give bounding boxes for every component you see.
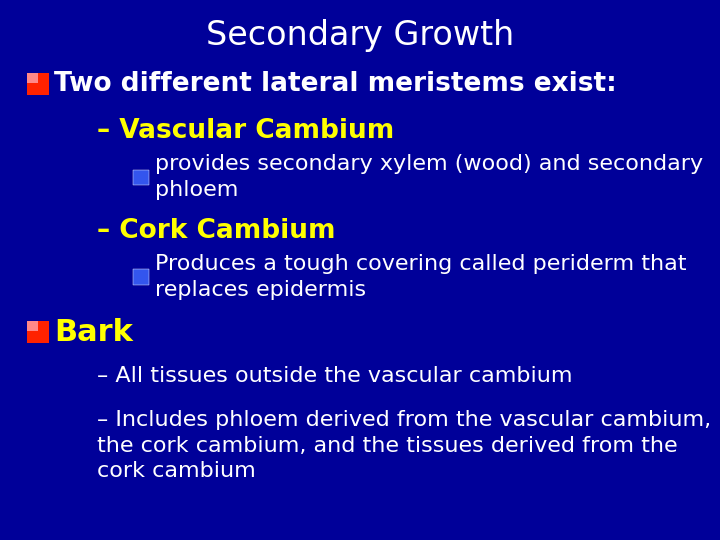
Bar [27,321,49,343]
Text: Produces a tough covering called periderm that
replaces epidermis: Produces a tough covering called perider… [155,254,686,300]
Bar [27,73,38,83]
Text: – Includes phloem derived from the vascular cambium,
the cork cambium, and the t: – Includes phloem derived from the vascu… [97,410,711,481]
Text: Secondary Growth: Secondary Growth [206,18,514,52]
Bar [27,321,38,331]
Text: – Vascular Cambium: – Vascular Cambium [97,118,395,144]
Bar [133,269,149,285]
Text: provides secondary xylem (wood) and secondary
phloem: provides secondary xylem (wood) and seco… [155,154,703,200]
Text: Bark: Bark [54,318,133,347]
Text: Two different lateral meristems exist:: Two different lateral meristems exist: [54,71,617,97]
Text: – Cork Cambium: – Cork Cambium [97,218,336,244]
Bar [133,170,149,185]
Bar [27,73,49,94]
Text: – All tissues outside the vascular cambium: – All tissues outside the vascular cambi… [97,366,572,387]
